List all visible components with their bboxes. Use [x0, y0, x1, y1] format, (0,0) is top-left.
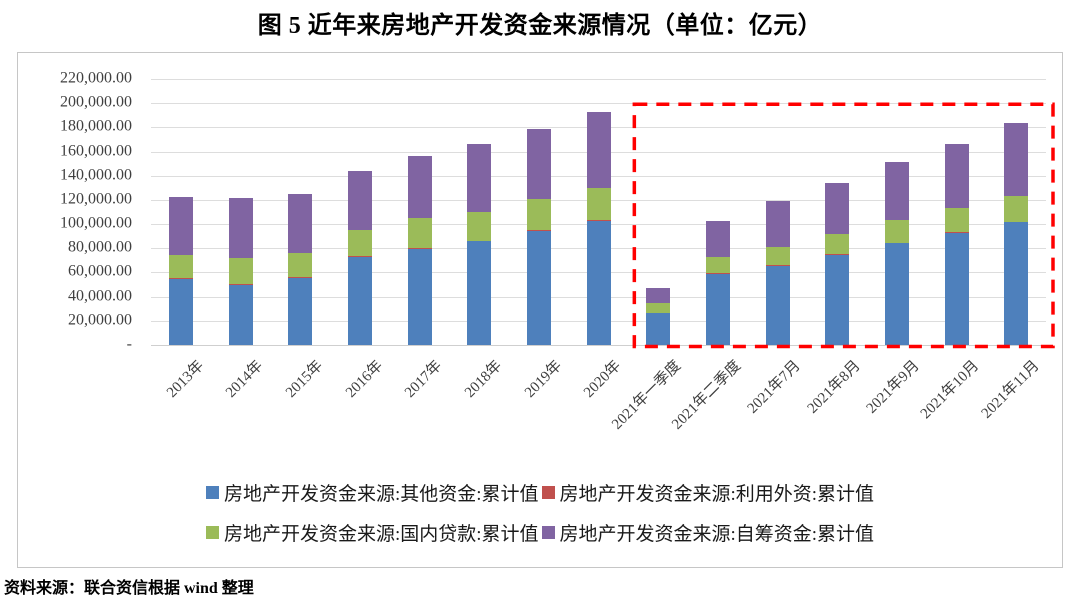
- y-axis-tick-label: 160,000.00: [60, 142, 132, 160]
- gridline: [151, 103, 1046, 105]
- bar-segment: [347, 170, 372, 231]
- bar-segment: [765, 201, 790, 247]
- chart-title: 图 5 近年来房地产开发资金来源情况（单位：亿元）: [257, 13, 823, 39]
- bar-segment: [586, 111, 611, 189]
- bar-segment: [944, 232, 969, 345]
- bar-segment: [168, 279, 193, 345]
- bar-segment: [407, 217, 432, 249]
- bar-segment: [407, 248, 432, 345]
- bar-segment: [1004, 196, 1029, 222]
- bar-segment: [288, 277, 313, 278]
- bar-segment: [884, 242, 909, 345]
- bar-segment: [646, 287, 671, 303]
- legend-item-domestic-loans: 房地产开发资金来源:国内贷款:累计值: [205, 519, 539, 546]
- y-axis-tick-label: 100,000.00: [60, 214, 132, 232]
- bar-segment: [288, 193, 313, 253]
- bar-segment: [705, 220, 730, 258]
- bar-segment: [467, 144, 492, 212]
- y-axis-tick-label: 120,000.00: [60, 190, 132, 208]
- bar-segment: [825, 233, 850, 255]
- chart-frame: - 20,000.00 40,000.00 60,000.00 80,000.00 100…: [17, 52, 1063, 568]
- gridline: [151, 79, 1046, 80]
- legend-swatch-self-raised-funds: [541, 526, 555, 539]
- bar-segment: [526, 199, 551, 230]
- legend-label-other-funds: 房地产开发资金来源:其他资金:累计值: [223, 484, 539, 505]
- x-axis-label: 2020年: [581, 357, 625, 401]
- bar-segment: [944, 207, 969, 233]
- bar-segment: [228, 258, 253, 285]
- bar-segment: [646, 302, 671, 313]
- bar-segment: [825, 182, 850, 234]
- bar-segment: [347, 230, 372, 257]
- bar-segment: [526, 230, 551, 345]
- bar-segment: [705, 273, 730, 345]
- bar-segment: [1004, 221, 1029, 345]
- bar-segment: [228, 197, 253, 259]
- x-axis-label: 2021年11月: [978, 357, 1043, 422]
- bar-segment: [168, 197, 193, 255]
- y-axis-tick-label: 140,000.00: [60, 166, 132, 184]
- bar-segment: [646, 312, 671, 345]
- legend-item-self-raised-funds: 房地产开发资金来源:自筹资金:累计值: [541, 519, 875, 546]
- x-axis-label: 2015年: [283, 357, 327, 401]
- bar-segment: [825, 254, 850, 345]
- legend-item-foreign-capital: 房地产开发资金来源:利用外资:累计值: [541, 479, 875, 506]
- bar-segment: [1004, 123, 1029, 197]
- plot-area: - 20,000.00 40,000.00 60,000.00 80,000.00 100…: [18, 53, 1062, 567]
- x-axis-label: 2021年8月: [804, 357, 864, 417]
- legend-label-self-raised-funds: 房地产开发资金来源:自筹资金:累计值: [559, 524, 875, 545]
- x-axis-label: 2021年7月: [744, 357, 804, 417]
- x-axis-label: 2021年10月: [918, 357, 983, 423]
- bar-segment: [347, 256, 372, 345]
- y-axis-tick-label: 80,000.00: [68, 238, 132, 256]
- bar-segment: [526, 129, 551, 200]
- legend-item-other-funds: 房地产开发资金来源:其他资金:累计值: [205, 479, 539, 506]
- legend-label-foreign-capital: 房地产开发资金来源:利用外资:累计值: [559, 484, 875, 505]
- legend-swatch-foreign-capital: [541, 486, 555, 499]
- legend-swatch-domestic-loans: [205, 526, 219, 539]
- legend-row-1: 房地产开发资金来源:其他资金:累计值 房地产开发资金来源:利用外资:累计值: [205, 479, 875, 506]
- y-axis-tick-label: 200,000.00: [60, 93, 132, 111]
- bar-segment: [944, 143, 969, 208]
- y-axis-tick-label: -: [126, 335, 132, 353]
- bar-segment: [586, 188, 611, 221]
- y-axis-tick-label: 60,000.00: [68, 263, 132, 281]
- x-axis-label: 2014年: [223, 357, 267, 401]
- x-axis-label: 2013年: [163, 357, 207, 401]
- bar-segment: [765, 265, 790, 345]
- legend: 房地产开发资金来源:其他资金:累计值 房地产开发资金来源:利用外资:累计值 房地…: [18, 479, 1062, 546]
- bar-segment: [168, 278, 193, 280]
- bar-segment: [467, 240, 492, 345]
- y-axis-tick-label: 20,000.00: [68, 311, 132, 329]
- y-axis-tick-label: 180,000.00: [60, 117, 132, 135]
- legend-row-2: 房地产开发资金来源:国内贷款:累计值 房地产开发资金来源:自筹资金:累计值: [205, 519, 875, 546]
- bar-segment: [228, 284, 253, 345]
- x-axis-label: 2018年: [462, 357, 506, 401]
- bar-segment: [168, 254, 193, 279]
- bar-segment: [228, 284, 253, 285]
- bar-segment: [884, 161, 909, 220]
- x-axis-label: 2017年: [402, 357, 446, 401]
- bar-segment: [705, 257, 730, 274]
- y-axis-tick-label: 220,000.00: [60, 69, 132, 87]
- bar-segment: [586, 220, 611, 345]
- bar-segment: [407, 156, 432, 218]
- legend-swatch-other-funds: [205, 486, 219, 499]
- x-axis-label: 2019年: [521, 357, 565, 401]
- y-axis-tick-label: 40,000.00: [68, 287, 132, 305]
- bar-segment: [884, 219, 909, 243]
- legend-label-domestic-loans: 房地产开发资金来源:国内贷款:累计值: [223, 524, 539, 545]
- bar-segment: [288, 252, 313, 278]
- bar-segment: [765, 246, 790, 266]
- x-axis-line: [151, 345, 1046, 346]
- bar-segment: [467, 211, 492, 241]
- x-axis-label: 2016年: [342, 357, 386, 401]
- bar-segment: [288, 277, 313, 345]
- source-note: 资料来源：联合资信根据 wind 整理: [4, 580, 254, 597]
